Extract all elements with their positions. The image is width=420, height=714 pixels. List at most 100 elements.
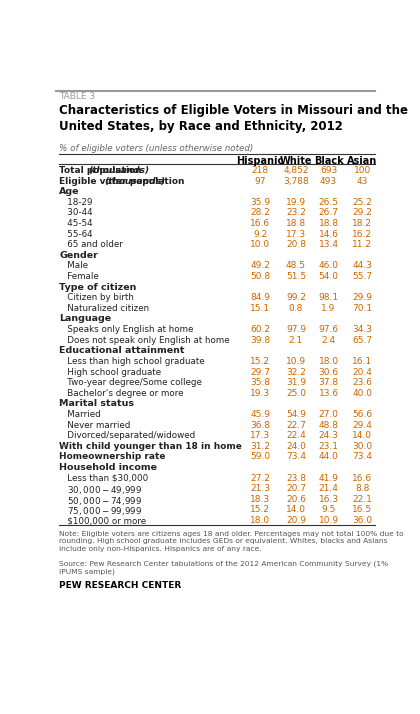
Text: 10.9: 10.9 [318, 516, 339, 525]
Text: 16.2: 16.2 [352, 230, 373, 238]
Text: 29.4: 29.4 [352, 421, 372, 430]
Text: 37.8: 37.8 [318, 378, 339, 387]
Text: 23.6: 23.6 [352, 378, 373, 387]
Text: 84.9: 84.9 [250, 293, 270, 302]
Text: 18.3: 18.3 [250, 495, 270, 504]
Text: 26.7: 26.7 [318, 208, 339, 217]
Text: High school graduate: High school graduate [59, 368, 161, 376]
Text: Never married: Never married [59, 421, 130, 430]
Text: 22.4: 22.4 [286, 431, 306, 441]
Text: 45.9: 45.9 [250, 410, 270, 419]
Text: 44.3: 44.3 [352, 261, 372, 271]
Text: Type of citizen: Type of citizen [59, 283, 136, 291]
Text: Citizen by birth: Citizen by birth [59, 293, 134, 302]
Text: 16.3: 16.3 [318, 495, 339, 504]
Text: 4,852: 4,852 [283, 166, 309, 175]
Text: Bachelor's degree or more: Bachelor's degree or more [59, 389, 184, 398]
Text: Married: Married [59, 410, 101, 419]
Text: 20.4: 20.4 [352, 368, 372, 376]
Text: 18.0: 18.0 [250, 516, 270, 525]
Text: 14.0: 14.0 [286, 506, 306, 515]
Text: % of eligible voters (unless otherwise noted): % of eligible voters (unless otherwise n… [59, 144, 253, 153]
Text: 54.0: 54.0 [318, 272, 339, 281]
Text: $50,000-$74,999: $50,000-$74,999 [59, 495, 142, 507]
Text: Characteristics of Eligible Voters in Missouri and the
United States, by Race an: Characteristics of Eligible Voters in Mi… [59, 104, 408, 134]
Text: Note: Eligible voters are citizens ages 18 and older. Percentages may not total : Note: Eligible voters are citizens ages … [59, 531, 404, 552]
Text: 35.8: 35.8 [250, 378, 270, 387]
Text: 22.7: 22.7 [286, 421, 306, 430]
Text: 24.3: 24.3 [319, 431, 339, 441]
Text: Asian: Asian [347, 156, 378, 166]
Text: 218: 218 [252, 166, 269, 175]
Text: 20.9: 20.9 [286, 516, 306, 525]
Text: 29.7: 29.7 [250, 368, 270, 376]
Text: Female: Female [59, 272, 99, 281]
Text: 25.0: 25.0 [286, 389, 306, 398]
Text: 13.6: 13.6 [318, 389, 339, 398]
Text: Speaks only English at home: Speaks only English at home [59, 325, 193, 334]
Text: Household income: Household income [59, 463, 157, 472]
Text: 18.8: 18.8 [286, 219, 306, 228]
Text: 30.6: 30.6 [318, 368, 339, 376]
Text: 16.5: 16.5 [352, 506, 373, 515]
Text: 8.8: 8.8 [355, 484, 370, 493]
Text: 56.6: 56.6 [352, 410, 373, 419]
Text: 55.7: 55.7 [352, 272, 373, 281]
Text: 51.5: 51.5 [286, 272, 306, 281]
Text: Age: Age [59, 187, 79, 196]
Text: 31.9: 31.9 [286, 378, 306, 387]
Text: With child younger than 18 in home: With child younger than 18 in home [59, 442, 242, 451]
Text: 19.9: 19.9 [286, 198, 306, 207]
Text: 41.9: 41.9 [318, 473, 339, 483]
Text: 27.0: 27.0 [318, 410, 339, 419]
Text: 10.0: 10.0 [250, 240, 270, 249]
Text: 16.1: 16.1 [352, 357, 373, 366]
Text: Hispanic: Hispanic [236, 156, 284, 166]
Text: 18.8: 18.8 [318, 219, 339, 228]
Text: Male: Male [59, 261, 88, 271]
Text: 34.3: 34.3 [352, 325, 373, 334]
Text: 16.6: 16.6 [352, 473, 373, 483]
Text: White: White [280, 156, 312, 166]
Text: 65.7: 65.7 [352, 336, 373, 345]
Text: $75,000-$99,999: $75,000-$99,999 [59, 506, 142, 518]
Text: 29.9: 29.9 [352, 293, 373, 302]
Text: 54.9: 54.9 [286, 410, 306, 419]
Text: 45-54: 45-54 [59, 219, 93, 228]
Text: 73.4: 73.4 [286, 453, 306, 461]
Text: (thousands): (thousands) [105, 176, 166, 186]
Text: 73.4: 73.4 [352, 453, 373, 461]
Text: 24.0: 24.0 [286, 442, 306, 451]
Text: 36.0: 36.0 [352, 516, 373, 525]
Text: 28.2: 28.2 [250, 208, 270, 217]
Text: 30.0: 30.0 [352, 442, 373, 451]
Text: 30-44: 30-44 [59, 208, 93, 217]
Text: Language: Language [59, 314, 111, 323]
Text: 15.2: 15.2 [250, 506, 270, 515]
Text: Eligible voter population: Eligible voter population [59, 176, 188, 186]
Text: $30,000-$49,999: $30,000-$49,999 [59, 484, 142, 496]
Text: 2.4: 2.4 [321, 336, 336, 345]
Text: 21.3: 21.3 [250, 484, 270, 493]
Text: 32.2: 32.2 [286, 368, 306, 376]
Text: 97.6: 97.6 [318, 325, 339, 334]
Text: 36.8: 36.8 [250, 421, 270, 430]
Text: 0.8: 0.8 [289, 304, 303, 313]
Text: Divorced/separated/widowed: Divorced/separated/widowed [59, 431, 195, 441]
Text: 1.9: 1.9 [321, 304, 336, 313]
Text: 16.6: 16.6 [250, 219, 270, 228]
Text: 13.4: 13.4 [318, 240, 339, 249]
Text: 31.2: 31.2 [250, 442, 270, 451]
Text: 18.0: 18.0 [318, 357, 339, 366]
Text: (thousands): (thousands) [89, 166, 150, 175]
Text: Educational attainment: Educational attainment [59, 346, 184, 356]
Text: Two-year degree/Some college: Two-year degree/Some college [59, 378, 202, 387]
Text: 23.1: 23.1 [318, 442, 339, 451]
Text: Gender: Gender [59, 251, 98, 260]
Text: Does not speak only English at home: Does not speak only English at home [59, 336, 230, 345]
Text: 46.0: 46.0 [318, 261, 339, 271]
Text: 15.1: 15.1 [250, 304, 270, 313]
Text: 27.2: 27.2 [250, 473, 270, 483]
Text: 44.0: 44.0 [319, 453, 339, 461]
Text: 493: 493 [320, 176, 337, 186]
